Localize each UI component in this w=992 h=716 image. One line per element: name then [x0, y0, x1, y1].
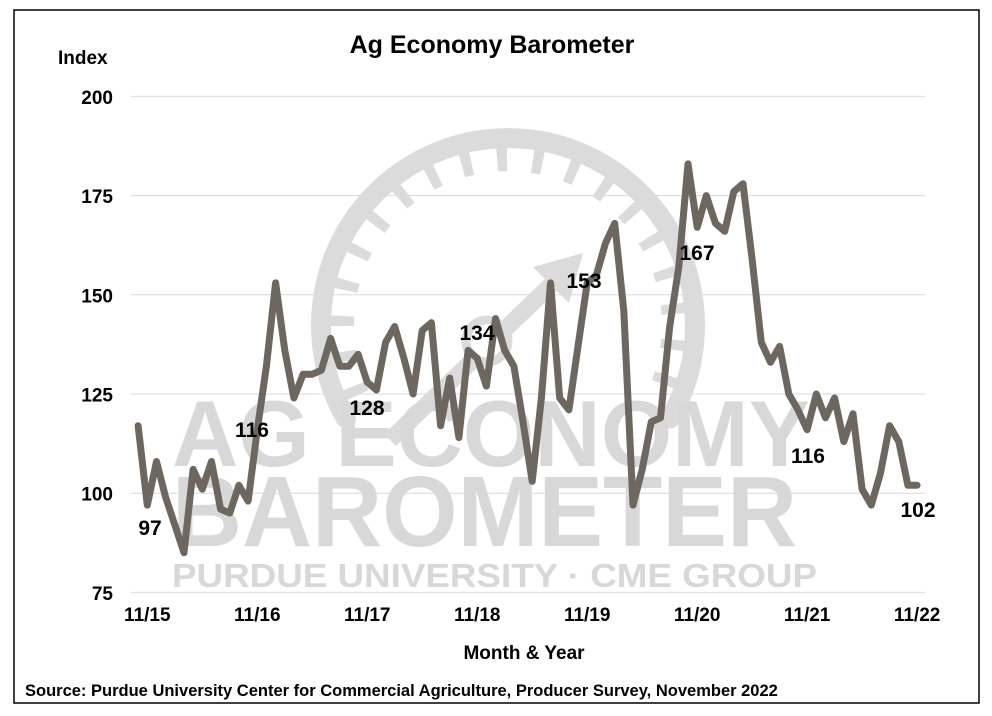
watermark: AG ECONOMY BAROMETER PURDUE UNIVERSITY ·…: [172, 128, 817, 594]
watermark-line2: BAROMETER: [172, 456, 797, 568]
x-axis-title: Month & Year: [463, 643, 585, 664]
x-tick-label-11-18: 11/18: [454, 605, 501, 626]
data-label-11-17: 128: [349, 397, 384, 420]
y-tick-label-200: 200: [81, 88, 113, 109]
y-axis-title: Index: [58, 48, 108, 69]
barometer-line-series: [134, 160, 921, 557]
y-tick-label-75: 75: [92, 584, 114, 605]
x-tick-label-11-16: 11/16: [234, 605, 281, 626]
data-labels: 97 116 128 134 153 167 116 102: [138, 242, 935, 540]
watermark-line1: AG ECONOMY: [172, 381, 810, 486]
x-axis-tick-labels: 11/15 11/16 11/17 11/18 11/19 11/20 11/21 11/22: [124, 605, 940, 626]
data-label-11-20: 167: [679, 242, 714, 265]
y-tick-label-175: 175: [81, 187, 113, 208]
gauge-arc-icon: [311, 128, 705, 429]
series-group: [134, 160, 921, 557]
x-tick-label-11-17: 11/17: [344, 605, 391, 626]
data-label-11-18: 134: [459, 322, 494, 345]
watermark-line3: PURDUE UNIVERSITY · CME GROUP: [172, 557, 817, 594]
data-label-11-22: 102: [900, 499, 935, 522]
x-tick-label-11-22: 11/22: [894, 605, 941, 626]
data-label-11-19: 153: [566, 270, 601, 293]
data-label-11-15: 97: [138, 517, 161, 540]
source-note: Source: Purdue University Center for Com…: [25, 682, 778, 700]
y-axis-tick-labels: 200 175 150 125 100 75: [81, 88, 113, 605]
x-tick-label-11-19: 11/19: [564, 605, 611, 626]
gauge-arrow-shaft-icon: [384, 276, 559, 447]
data-label-11-16: 116: [235, 419, 269, 442]
y-tick-label-125: 125: [81, 386, 113, 407]
x-tick-label-11-20: 11/20: [674, 605, 721, 626]
y-tick-label-100: 100: [81, 485, 113, 506]
y-tick-label-150: 150: [81, 286, 113, 307]
data-label-11-21: 116: [791, 445, 825, 468]
gauge-arrow-head-icon: [533, 253, 583, 303]
chart-title: Ag Economy Barometer: [350, 31, 635, 59]
chart-border: [13, 9, 980, 704]
x-tick-label-11-21: 11/21: [784, 605, 831, 626]
x-tick-label-11-15: 11/15: [124, 605, 171, 626]
